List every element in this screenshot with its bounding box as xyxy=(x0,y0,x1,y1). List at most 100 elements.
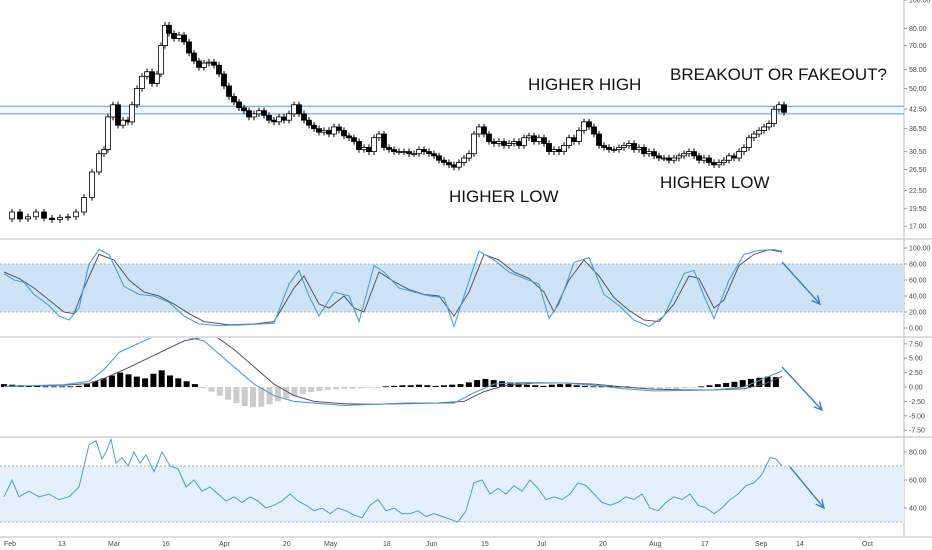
macd-histogram-bar[interactable] xyxy=(598,386,605,388)
macd-histogram-bar[interactable] xyxy=(739,380,746,387)
candle[interactable] xyxy=(181,34,187,43)
candle[interactable] xyxy=(65,216,71,219)
candle[interactable] xyxy=(206,61,212,64)
candle[interactable] xyxy=(149,71,155,84)
candle[interactable] xyxy=(561,145,567,152)
candle[interactable] xyxy=(371,137,377,152)
candle[interactable] xyxy=(226,85,232,97)
macd-histogram-bar[interactable] xyxy=(457,384,464,387)
macd-histogram-bar[interactable] xyxy=(283,387,290,399)
candle[interactable] xyxy=(341,130,347,137)
macd-histogram-bar[interactable] xyxy=(208,387,215,392)
candle[interactable] xyxy=(566,137,572,146)
candle[interactable] xyxy=(346,135,352,139)
candle[interactable] xyxy=(49,217,55,221)
candle[interactable] xyxy=(276,116,282,123)
macd-histogram-bar[interactable] xyxy=(200,387,207,389)
candle[interactable] xyxy=(531,135,537,142)
candle[interactable] xyxy=(621,145,627,148)
macd-histogram-bar[interactable] xyxy=(432,385,439,387)
candle[interactable] xyxy=(736,151,742,159)
candle[interactable] xyxy=(81,197,87,213)
macd-histogram-bar[interactable] xyxy=(67,386,74,388)
macd-histogram-bar[interactable] xyxy=(573,385,580,387)
candle[interactable] xyxy=(266,114,272,121)
macd-histogram-bar[interactable] xyxy=(665,387,671,389)
macd-histogram-bar[interactable] xyxy=(133,376,140,387)
candle[interactable] xyxy=(656,155,662,159)
macd-histogram-bar[interactable] xyxy=(748,378,754,387)
candle[interactable] xyxy=(776,104,782,110)
candle[interactable] xyxy=(671,157,677,161)
macd-histogram-bar[interactable] xyxy=(590,386,597,388)
macd-histogram-bar[interactable] xyxy=(308,387,315,393)
candle[interactable] xyxy=(386,147,392,150)
macd-histogram-bar[interactable] xyxy=(532,385,539,387)
candle[interactable] xyxy=(521,137,527,146)
rsi-panel[interactable] xyxy=(3,437,783,523)
macd-histogram-bar[interactable] xyxy=(216,387,223,396)
candle[interactable] xyxy=(606,147,612,150)
macd-histogram-bar[interactable] xyxy=(175,378,182,387)
macd-histogram-bar[interactable] xyxy=(34,385,41,387)
macd-histogram-bar[interactable] xyxy=(640,387,647,389)
candle[interactable] xyxy=(139,75,145,89)
candle[interactable] xyxy=(281,116,287,121)
macd-histogram-bar[interactable] xyxy=(117,372,124,387)
candle[interactable] xyxy=(666,157,672,161)
macd-histogram-bar[interactable] xyxy=(125,374,132,387)
macd-histogram-bar[interactable] xyxy=(366,387,373,388)
macd-histogram-bar[interactable] xyxy=(407,385,414,387)
candle[interactable] xyxy=(110,104,116,118)
candle[interactable] xyxy=(381,133,387,148)
macd-histogram-bar[interactable] xyxy=(191,384,198,387)
macd-histogram-bar[interactable] xyxy=(490,380,497,387)
macd-histogram-bar[interactable] xyxy=(1,384,7,387)
candle[interactable] xyxy=(105,116,111,150)
candle[interactable] xyxy=(171,32,177,39)
candle[interactable] xyxy=(461,157,467,163)
candle[interactable] xyxy=(196,60,202,68)
macd-histogram-bar[interactable] xyxy=(50,386,57,388)
macd-histogram-bar[interactable] xyxy=(548,384,555,387)
macd-histogram-bar[interactable] xyxy=(440,385,447,387)
candle[interactable] xyxy=(311,124,317,130)
candle[interactable] xyxy=(441,159,447,163)
candle[interactable] xyxy=(716,162,722,166)
candle[interactable] xyxy=(96,153,102,173)
candle[interactable] xyxy=(746,137,752,148)
candle[interactable] xyxy=(686,151,692,155)
candle[interactable] xyxy=(216,64,222,75)
macd-histogram-bar[interactable] xyxy=(382,386,389,388)
candle[interactable] xyxy=(741,147,747,152)
macd-histogram-bar[interactable] xyxy=(756,377,763,387)
macd-histogram-bar[interactable] xyxy=(540,385,547,387)
candle[interactable] xyxy=(751,133,757,139)
macd-histogram-bar[interactable] xyxy=(349,387,356,389)
candle[interactable] xyxy=(366,147,372,152)
price-candles[interactable] xyxy=(9,22,787,223)
candle[interactable] xyxy=(33,211,39,218)
macd-histogram-bar[interactable] xyxy=(258,387,265,407)
macd-histogram-bar[interactable] xyxy=(391,385,398,387)
candle[interactable] xyxy=(651,151,657,157)
macd-histogram-bar[interactable] xyxy=(233,387,240,404)
macd-histogram-bar[interactable] xyxy=(673,387,680,390)
candle[interactable] xyxy=(286,113,292,121)
macd-histogram-bar[interactable] xyxy=(299,387,306,394)
candle[interactable] xyxy=(466,153,472,159)
candle[interactable] xyxy=(166,24,172,34)
stoch-k-line[interactable] xyxy=(3,248,783,329)
macd-histogram-bar[interactable] xyxy=(714,384,721,387)
candle[interactable] xyxy=(696,155,702,161)
candle[interactable] xyxy=(626,143,632,146)
macd-histogram-bar[interactable] xyxy=(250,387,256,408)
macd-histogram-bar[interactable] xyxy=(357,387,364,389)
candle[interactable] xyxy=(616,147,622,150)
candle[interactable] xyxy=(496,141,502,144)
macd-histogram-bar[interactable] xyxy=(183,381,190,387)
macd-histogram-bar[interactable] xyxy=(84,384,90,387)
candle[interactable] xyxy=(351,137,357,142)
candle[interactable] xyxy=(271,119,277,123)
candle[interactable] xyxy=(476,126,482,135)
